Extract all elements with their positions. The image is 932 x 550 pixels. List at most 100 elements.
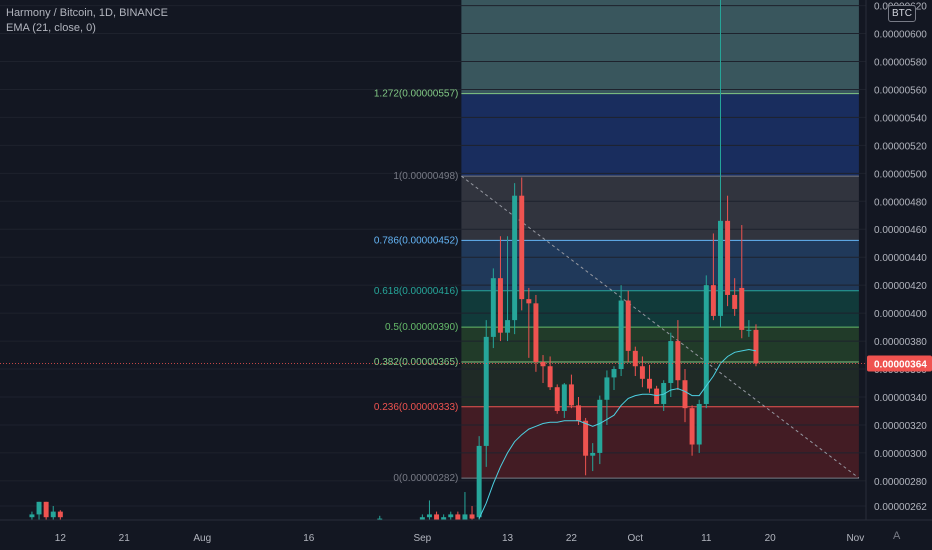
fib-level-label-0.236: 0.236(0.00000333) (374, 402, 459, 413)
time-tick-label-6: 22 (566, 533, 578, 544)
candle-body-2021-09-12 (497, 278, 503, 333)
candle-body-2021-07-09 (36, 501, 42, 515)
candle-body-2021-09-15 (519, 195, 525, 300)
legend-indicator[interactable]: EMA (21, close, 0) (6, 22, 96, 34)
candle-body-2021-10-02 (639, 366, 645, 379)
auto-scale-button[interactable]: A (893, 530, 901, 542)
fib-level-label-0.5: 0.5(0.00000390) (385, 322, 458, 333)
candle-body-2021-09-26 (597, 399, 603, 453)
candle-body-2021-09-07 (462, 514, 468, 520)
fib-trend-line (461, 175, 860, 479)
candle-body-2021-09-19 (547, 366, 553, 388)
candle-body-2021-10-11 (703, 285, 709, 404)
price-tick-label-6: 0.00000380 (874, 337, 927, 348)
fib-zone-0 (461, 0, 859, 94)
price-tick-label-16: 0.00000580 (874, 58, 927, 69)
candle-body-2021-10-13 (717, 220, 723, 316)
price-tick-label-17: 0.00000600 (874, 30, 927, 41)
last-price-box (867, 355, 932, 372)
candle-body-2021-09-16 (526, 299, 532, 304)
time-tick-label-2: Aug (193, 533, 211, 544)
time-tick-label-5: 13 (502, 533, 514, 544)
candle-body-2021-10-12 (710, 285, 716, 316)
fib-zone-1 (461, 93, 859, 177)
candle-body-2021-10-17 (746, 329, 752, 331)
time-tick-label-0: 12 (55, 533, 67, 544)
time-tick-label-7: Oct (628, 533, 644, 544)
time-tick-label-4: Sep (413, 533, 431, 544)
candle-body-2021-09-28 (611, 369, 617, 378)
price-axis-background (866, 0, 932, 550)
price-tick-label-7: 0.00000400 (874, 309, 927, 320)
candle-body-2021-09-29 (618, 300, 624, 370)
fib-zone-3 (461, 240, 859, 291)
last-price-tag: 0.00000364 (0, 355, 932, 372)
candle-body-2021-10-14 (725, 220, 731, 295)
legend-symbol[interactable]: Harmony / Bitcoin, 1D, BINANCE (6, 7, 168, 19)
price-tick-label-0: 0.00000262 (874, 502, 927, 513)
candle-body-2021-07-11 (50, 511, 56, 518)
fib-level-label-1: 1(0.00000498) (393, 171, 458, 182)
candle-body-2021-09-06 (455, 514, 461, 520)
candle-body-2021-10-07 (675, 341, 681, 381)
fib-level-label-0.618: 0.618(0.00000416) (374, 286, 459, 297)
candle-body-2021-09-10 (483, 336, 489, 446)
candle-body-2021-07-08 (29, 514, 35, 518)
candle-body-2021-09-13 (505, 320, 511, 333)
price-tick-label-14: 0.00000540 (874, 113, 927, 124)
candle-body-2021-09-25 (590, 452, 596, 456)
candle-body-2021-09-22 (568, 384, 574, 406)
candle-body-2021-09-08 (469, 514, 475, 519)
candle-body-2021-09-03 (434, 514, 440, 520)
candle-body-2021-07-10 (43, 501, 49, 518)
price-axis[interactable]: 0.00000262 0.00000280 0.00000300 0.00000320… (865, 0, 932, 550)
time-tick-label-3: 16 (303, 533, 315, 544)
candle-body-2021-10-18 (753, 329, 759, 364)
candle-body-2021-10-03 (647, 378, 652, 389)
price-tick-label-11: 0.00000480 (874, 197, 927, 208)
fib-level-label-0: 0(0.00000282) (393, 473, 458, 484)
price-tick-label-8: 0.00000420 (874, 281, 927, 292)
currency-badge[interactable]: BTC (888, 5, 916, 22)
candle-body-2021-09-24 (583, 420, 589, 456)
legend: Harmony / Bitcoin, 1D, BINANCE EMA (21, … (6, 6, 168, 36)
time-axis[interactable]: 12 21 Aug 16 Sep 13 22 Oct 11 20 Nov (0, 519, 932, 550)
fib-level-label-1.272: 1.272(0.00000557) (374, 89, 459, 100)
price-tick-label-12: 0.00000500 (874, 169, 927, 180)
price-tick-label-10: 0.00000460 (874, 225, 927, 236)
price-tick-label-9: 0.00000440 (874, 253, 927, 264)
candle-body-2021-09-05 (448, 514, 454, 518)
time-tick-label-8: 11 (701, 533, 712, 544)
candle-body-2021-09-11 (490, 278, 496, 337)
candle-body-2021-10-08 (682, 380, 688, 409)
fib-zone-4 (461, 290, 859, 328)
candle-body-2021-10-09 (689, 408, 695, 445)
ema-line (478, 348, 757, 519)
price-tick-label-2: 0.00000300 (874, 449, 927, 460)
fib-zone-5 (461, 327, 859, 363)
candle-body-2021-09-18 (540, 362, 546, 367)
fib-level-label-0.786: 0.786(0.00000452) (374, 235, 459, 246)
price-tick-label-15: 0.00000560 (874, 85, 927, 96)
candle-body-2021-09-04 (441, 517, 447, 520)
candle-body-2021-08-26 (377, 518, 383, 520)
candle-body-2021-10-01 (632, 350, 638, 367)
candle-body-2021-09-27 (604, 377, 610, 400)
candle-body-2021-10-06 (668, 341, 674, 384)
last-price-label: 0.00000364 (874, 359, 927, 370)
time-axis-background (0, 520, 932, 550)
candle-body-2021-10-10 (696, 403, 702, 445)
candle-body-2021-09-09 (476, 445, 482, 518)
candle-body-2021-10-04 (654, 388, 660, 404)
fib-zone-7 (461, 406, 859, 479)
time-tick-label-9: 20 (765, 533, 777, 544)
candle-body-2021-09-20 (554, 387, 560, 411)
price-tick-label-1: 0.00000280 (874, 477, 927, 488)
fib-lines: 1.272(0.00000557) 1(0.00000498) 0.786(0.00… (374, 89, 860, 484)
candle-body-2021-10-15 (732, 294, 738, 309)
ema-series (478, 348, 757, 519)
fib-zones (461, 0, 859, 479)
price-tick-label-3: 0.00000320 (874, 421, 927, 432)
price-tick-label-13: 0.00000520 (874, 141, 927, 152)
